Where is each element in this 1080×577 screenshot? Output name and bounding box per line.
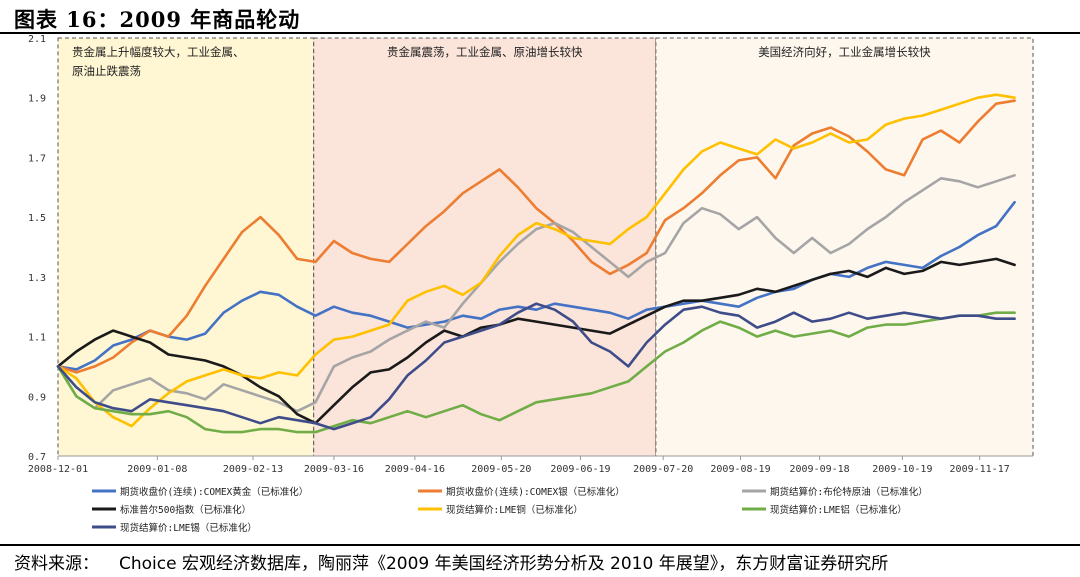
legend-label-2: 期货收盘价(连续):COMEX银（已标准化） xyxy=(446,486,625,498)
chart-title: 图表 16：2009 年商品轮动 xyxy=(14,7,301,32)
legend: 期货收盘价(连续):COMEX黄金（已标准化） 期货收盘价(连续):COMEX银（… xyxy=(92,486,928,534)
chart-area: 0.7 0.9 1.1 1.3 1.5 1.7 1.9 2.1 2008-12-01 2009-0… xyxy=(28,34,1034,534)
x-tick-label: 2009-07-20 xyxy=(633,464,693,475)
x-tick-label: 2009-01-08 xyxy=(127,464,187,475)
legend-label-3: 期货结算价:布伦特原油（已标准化） xyxy=(770,486,928,498)
period-annotations: 贵金属上升幅度较大，工业金属、原油止跌震荡 贵金属震荡，工业金属、原油增长较快 美国… xyxy=(72,45,931,78)
top-rule xyxy=(0,32,1080,34)
source-text: Choice 宏观经济数据库，陶丽萍《2009 年美国经济形势分析及 2010 … xyxy=(119,554,889,574)
y-tick-label: 1.1 xyxy=(28,333,46,344)
chart-axes: 0.7 0.9 1.1 1.3 1.5 1.7 1.9 2.1 2008-12-01 2009-0… xyxy=(28,34,1033,475)
y-tick-label: 0.7 xyxy=(28,452,46,463)
x-tick-label: 2008-12-01 xyxy=(28,464,88,475)
x-tick-label: 2009-11-17 xyxy=(950,464,1010,475)
period-label-3-line-1: 美国经济向好，工业金属增长较快 xyxy=(758,45,931,59)
bottom-rule xyxy=(0,544,1080,546)
y-tick-label: 2.1 xyxy=(28,34,46,45)
legend-label-1: 期货收盘价(连续):COMEX黄金（已标准化） xyxy=(120,486,308,498)
legend-label-7: 现货结算价:LME锡（已标准化） xyxy=(120,522,257,534)
series-line-7 xyxy=(56,302,1016,431)
legend-label-5: 现货结算价:LME铜（已标准化） xyxy=(446,504,583,516)
source-label: 资料来源： xyxy=(14,554,99,574)
y-tick-label: 0.9 xyxy=(28,392,46,403)
x-tick-label: 2009-09-18 xyxy=(789,464,849,475)
x-tick-label: 2009-02-13 xyxy=(223,464,283,475)
series-line-6 xyxy=(56,311,1016,434)
x-tick-label: 2009-05-20 xyxy=(471,464,531,475)
period-label-2-line-1: 贵金属震荡，工业金属、原油增长较快 xyxy=(387,45,583,59)
legend-label-6: 现货结算价:LME铝（已标准化） xyxy=(770,504,907,516)
x-tick-label: 2009-06-19 xyxy=(550,464,610,475)
y-tick-label: 1.5 xyxy=(28,213,46,224)
period-label-1-line-1: 贵金属上升幅度较大，工业金属、 xyxy=(72,45,245,59)
period-bands xyxy=(57,37,1034,457)
x-tick-label: 2009-04-16 xyxy=(385,464,445,475)
x-tick-label: 2009-03-16 xyxy=(304,464,364,475)
y-tick-label: 1.3 xyxy=(28,273,46,284)
series-line-4 xyxy=(56,257,1016,425)
x-tick-label: 2009-08-19 xyxy=(710,464,770,475)
period-band-2 xyxy=(313,38,656,456)
x-tick-label: 2009-10-19 xyxy=(872,464,932,475)
series-lines xyxy=(56,93,1016,434)
series-line-3 xyxy=(56,174,1016,413)
y-tick-label: 1.9 xyxy=(28,94,46,105)
y-tick-label: 1.7 xyxy=(28,153,46,164)
source-note: 资料来源： Choice 宏观经济数据库，陶丽萍《2009 年美国经济形势分析及 … xyxy=(14,549,888,574)
series-line-5 xyxy=(56,93,1016,428)
period-label-1-line-2: 原油止跌震荡 xyxy=(72,64,141,78)
period-band-1 xyxy=(58,38,314,456)
legend-label-4: 标准普尔500指数（已标准化） xyxy=(120,504,251,516)
